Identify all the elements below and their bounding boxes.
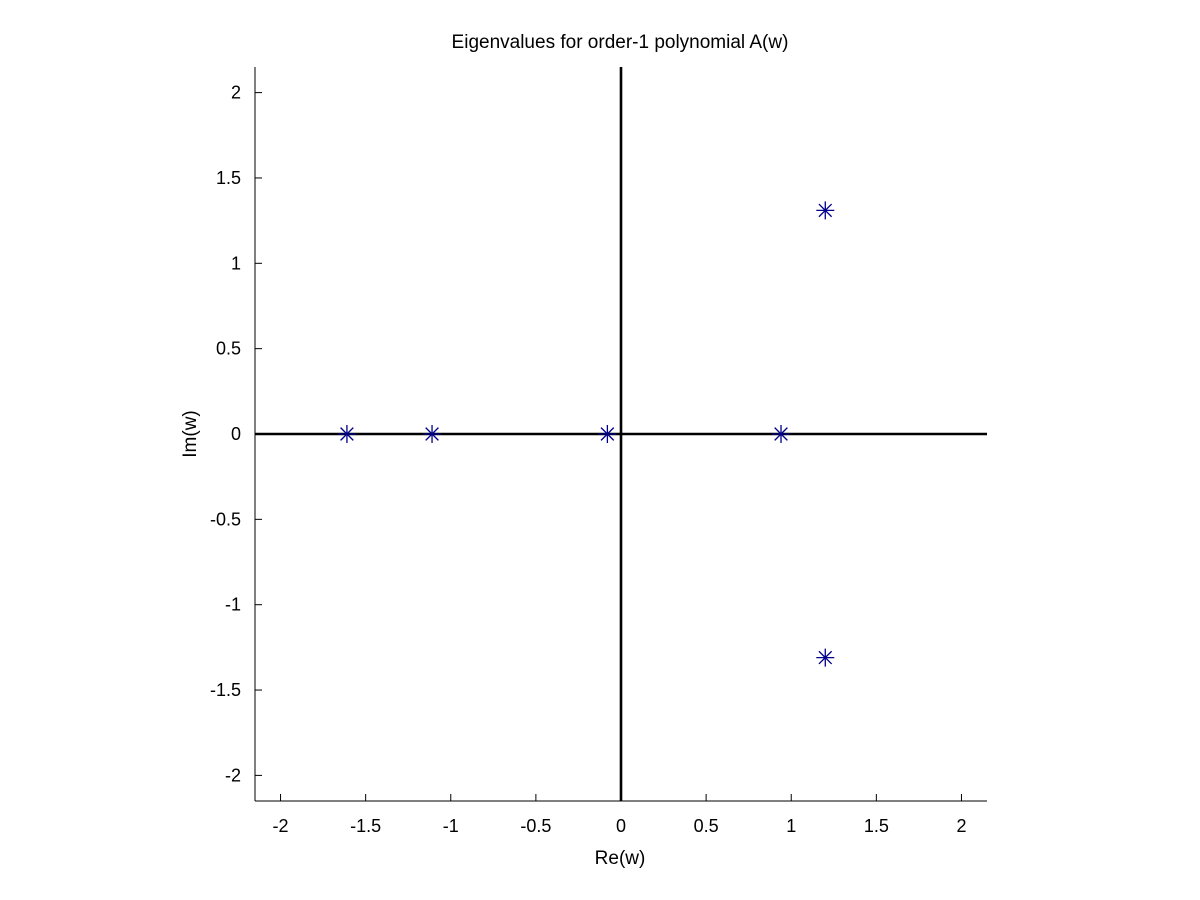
data-point [816,648,835,667]
y-ticks: -2 -1.5 -1 -0.5 0 0.5 1 1.5 2 [210,83,262,785]
x-tick-label: 0.5 [694,816,719,836]
y-tick-label: -1.5 [210,680,241,700]
y-tick-label: -1 [225,595,241,615]
data-point [337,425,356,443]
y-tick-label: -0.5 [210,509,241,529]
y-tick-label: -2 [225,765,241,785]
y-tick-label: 1.5 [216,168,241,188]
data-point [598,425,617,443]
x-tick-label: 0 [616,816,626,836]
x-ticks: -2 -1.5 -1 -0.5 0 0.5 1 1.5 2 [273,794,966,836]
data-point [423,425,442,443]
data-point [772,425,791,443]
x-tick-label: 2 [956,816,966,836]
y-tick-label: 0.5 [216,339,241,359]
x-axis-label: Re(w) [595,848,646,869]
x-tick-label: 1 [786,816,796,836]
chart-title: Eigenvalues for order-1 polynomial A(w) [452,32,789,53]
x-tick-label: 1.5 [864,816,889,836]
y-tick-label: 2 [231,83,241,103]
y-tick-label: 0 [231,424,241,444]
data-markers [337,201,835,667]
x-tick-label: -1 [443,816,459,836]
x-tick-label: -2 [273,816,289,836]
data-point [816,201,835,220]
plot-area: -2 -1.5 -1 -0.5 0 0.5 1 1.5 2 -2 -1.5 -1 -0.5 0 0.5 1 1… [210,67,987,836]
y-tick-label: 1 [231,253,241,273]
y-axis-label: Im(w) [180,410,201,457]
x-tick-label: -1.5 [350,816,381,836]
x-tick-label: -0.5 [520,816,551,836]
